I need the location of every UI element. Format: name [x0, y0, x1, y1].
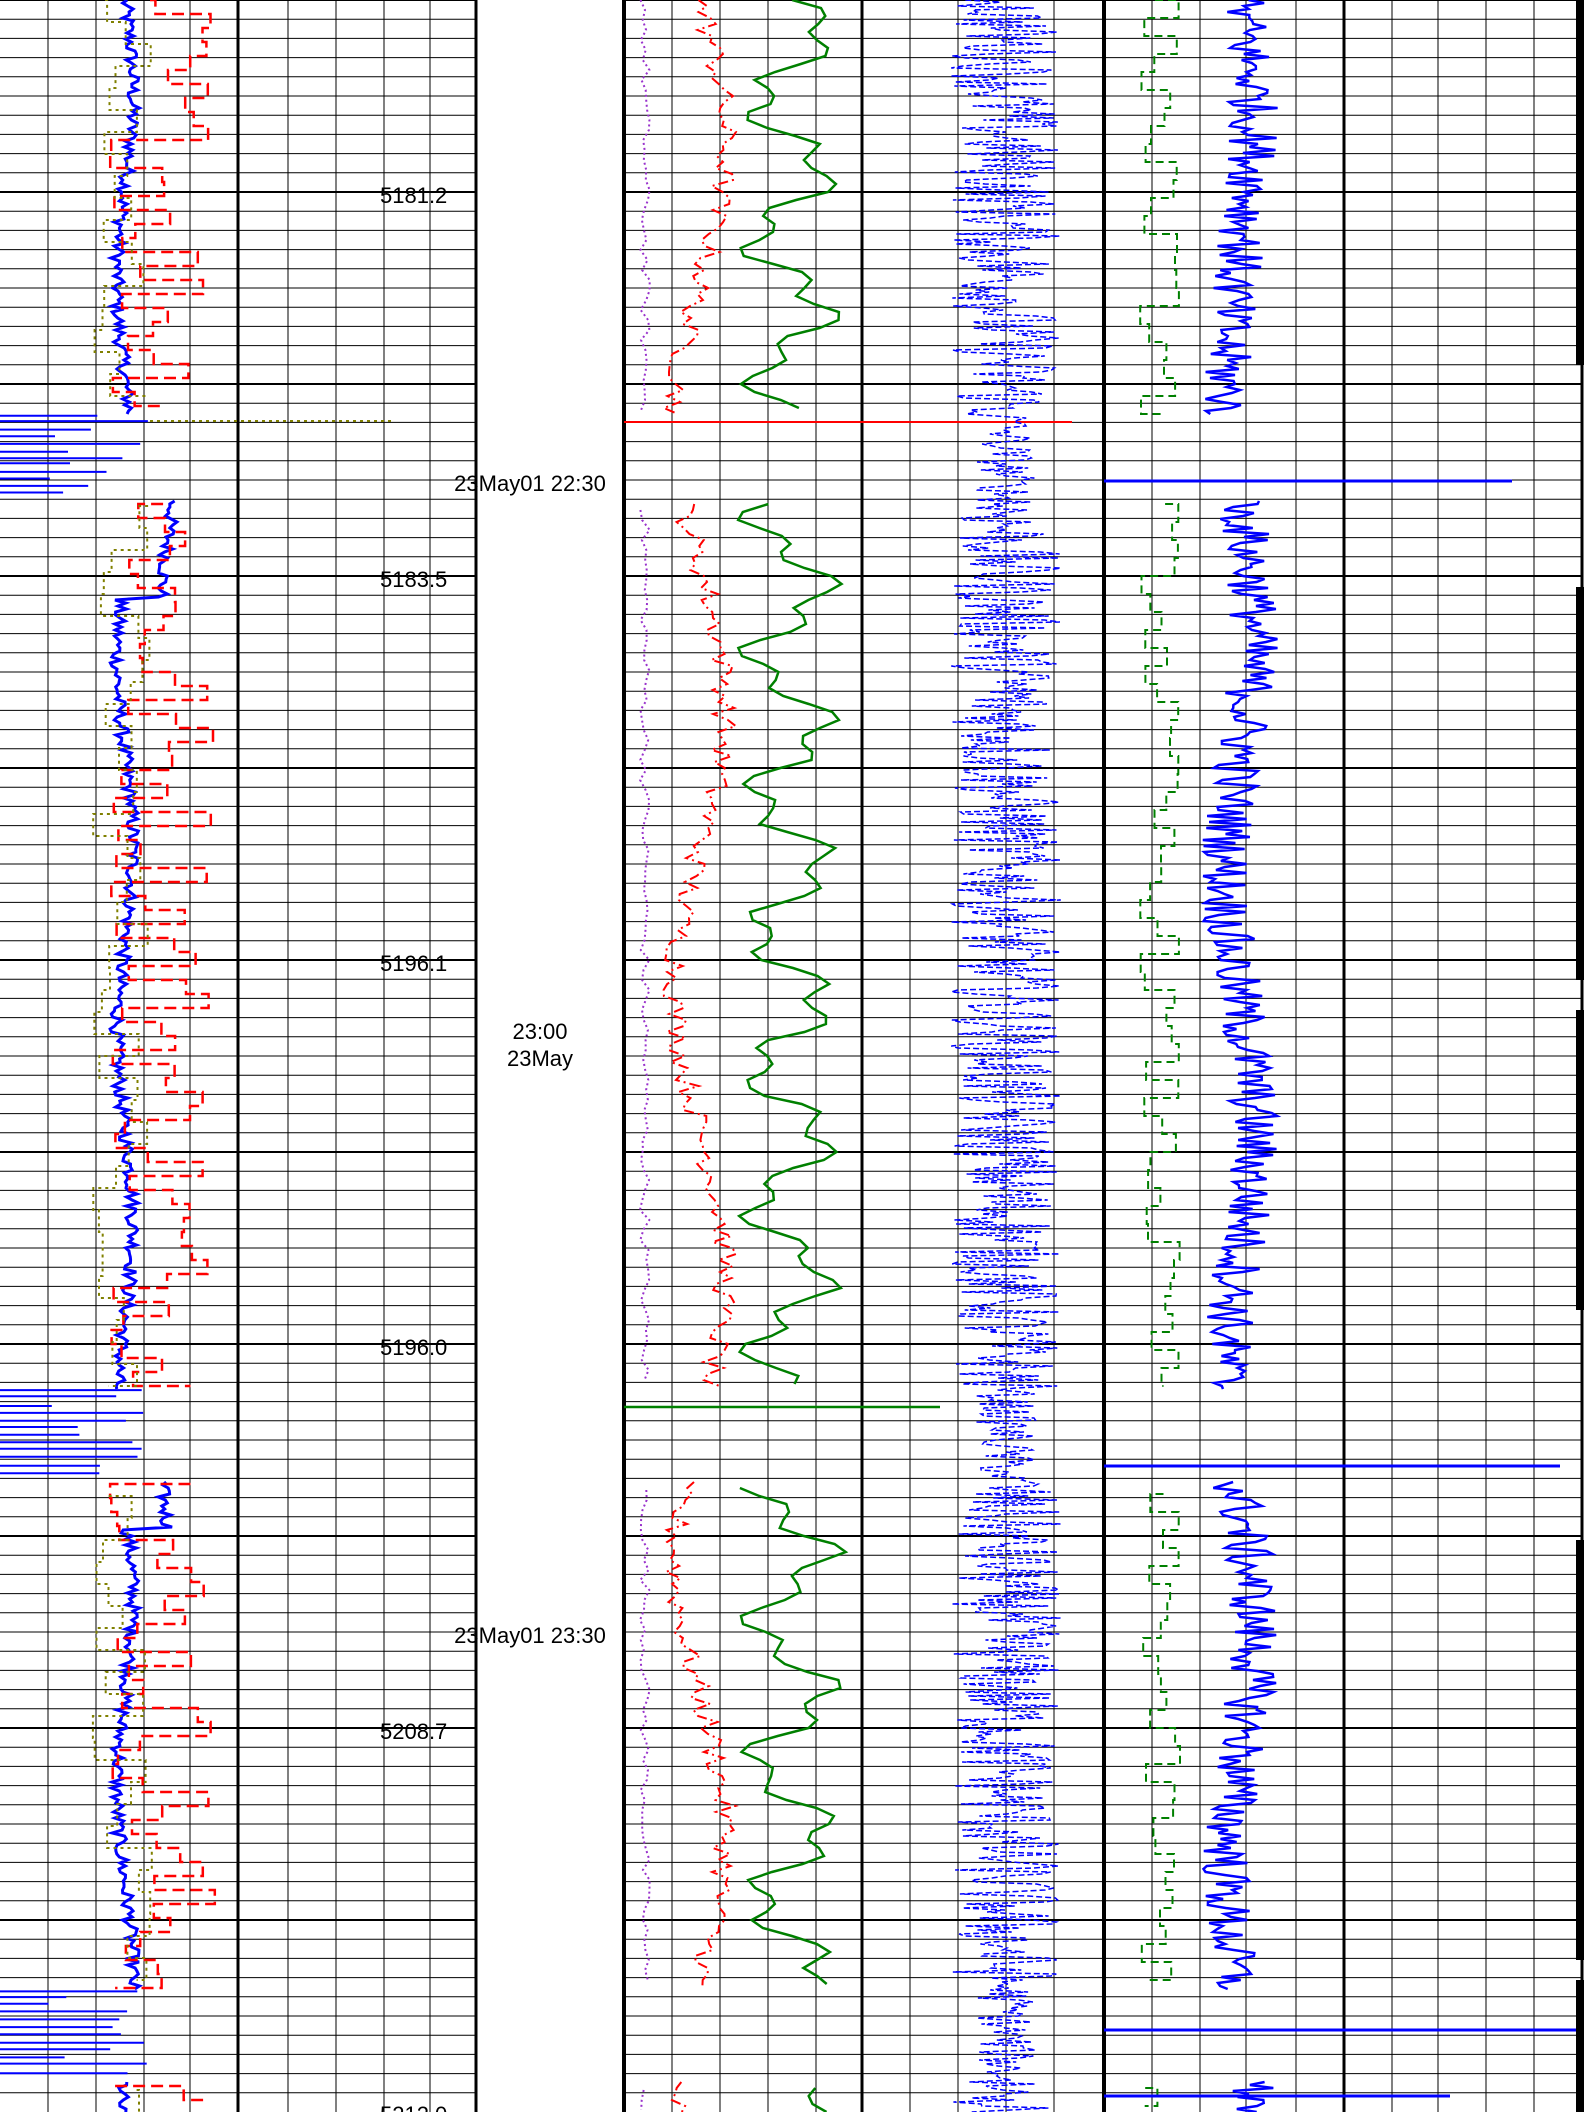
depth-label-5: 5208.7 — [380, 1719, 447, 1744]
depth-label-3: 5196.1 — [380, 951, 447, 976]
track4-green-curve — [1139, 0, 1181, 2107]
track2-green-curve — [736, 0, 849, 2112]
track2-purple-curve — [638, 0, 651, 2111]
depth-label-2: 5183.5 — [380, 567, 447, 592]
depth-label-4: 5196.0 — [380, 1335, 447, 1360]
track3-blue-curve — [949, 0, 1062, 2112]
track1-blue-curve — [106, 0, 180, 2112]
time-label-2b: 23May — [507, 1046, 573, 1071]
depth-label-1: 5181.2 — [380, 183, 447, 208]
track4-blue-curve — [1200, 0, 1282, 2112]
depth-time-labels: 5181.2 5183.5 5196.1 5196.0 5208.7 5212.… — [380, 183, 606, 2112]
time-label-2a: 23:00 — [512, 1019, 567, 1044]
depth-label-6: 5212.0 — [380, 2102, 447, 2112]
track2-red-curve — [661, 0, 739, 2112]
track1-olive-curve — [91, 0, 153, 2112]
track1-red-curve — [108, 0, 217, 2102]
time-label-1: 23May01 22:30 — [454, 471, 606, 496]
time-label-3: 23May01 23:30 — [454, 1623, 606, 1648]
